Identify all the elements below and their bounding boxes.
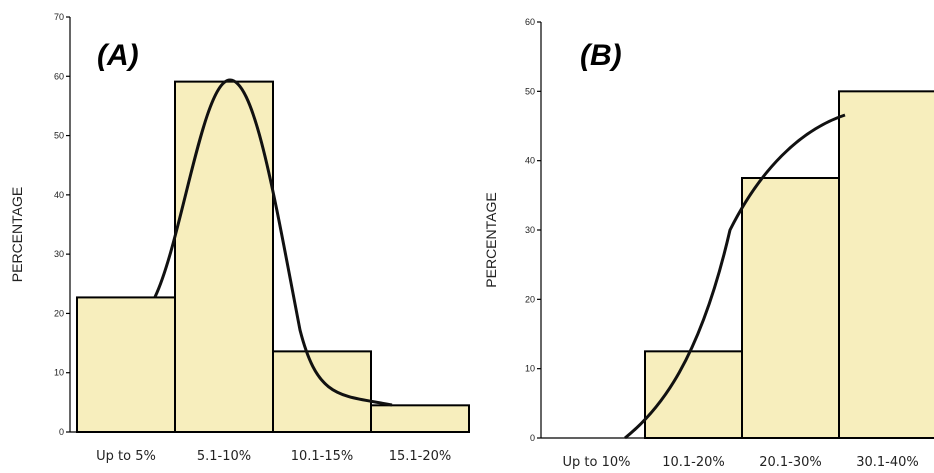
- x-tick-label: 10.1-15%: [291, 449, 354, 464]
- panel-label: (A): [97, 39, 139, 72]
- bar-4: [838, 90, 934, 439]
- y-tick-label: 0: [530, 433, 535, 443]
- y-tick-label: 60: [525, 17, 535, 27]
- y-tick-label: 40: [525, 156, 535, 166]
- chart-panel-b: 0 10 20 30 40 50 60 Up to 10% 10.1-20% 20.1-30% 30…: [483, 17, 934, 470]
- y-tick-label: 30: [54, 249, 64, 259]
- x-tick-label: 15.1-20%: [389, 449, 452, 464]
- y-tick-label: 10: [525, 364, 535, 374]
- bar-2: [644, 350, 743, 440]
- y-axis-label: PERCENTAGE: [483, 192, 499, 287]
- x-tick-label: Up to 10%: [563, 455, 631, 470]
- y-axis-label: PERCENTAGE: [9, 187, 25, 282]
- y-tick-label: 10: [54, 368, 64, 378]
- x-tick-label: Up to 5%: [96, 449, 156, 464]
- panel-label: (B): [580, 39, 622, 72]
- fitted-curve: [153, 78, 393, 407]
- x-tick-label: 5.1-10%: [197, 449, 251, 464]
- bar-3: [741, 177, 840, 439]
- y-tick-label: 40: [54, 190, 64, 200]
- y-tick-label: 20: [54, 308, 64, 318]
- y-tick-label: 0: [59, 427, 64, 437]
- chart-panel-a: 0 10 20 30 40 50 60 70 Up to 5% 5.1-10% 10.1-15% 15…: [9, 12, 470, 464]
- y-tick-label: 50: [525, 86, 535, 96]
- x-tick-label: 10.1-20%: [662, 455, 725, 470]
- y-tick-label: 60: [54, 71, 64, 81]
- y-tick-label: 30: [525, 225, 535, 235]
- x-tick-label: 20.1-30%: [759, 455, 822, 470]
- y-tick-label: 20: [525, 294, 535, 304]
- y-tick-label: 70: [54, 12, 64, 22]
- bar-1: [76, 296, 176, 433]
- fitted-curve: [624, 113, 846, 440]
- y-tick-label: 50: [54, 131, 64, 141]
- bar-4: [370, 404, 470, 434]
- bar-3: [272, 350, 372, 433]
- x-tick-label: 30.1-40%: [856, 455, 919, 470]
